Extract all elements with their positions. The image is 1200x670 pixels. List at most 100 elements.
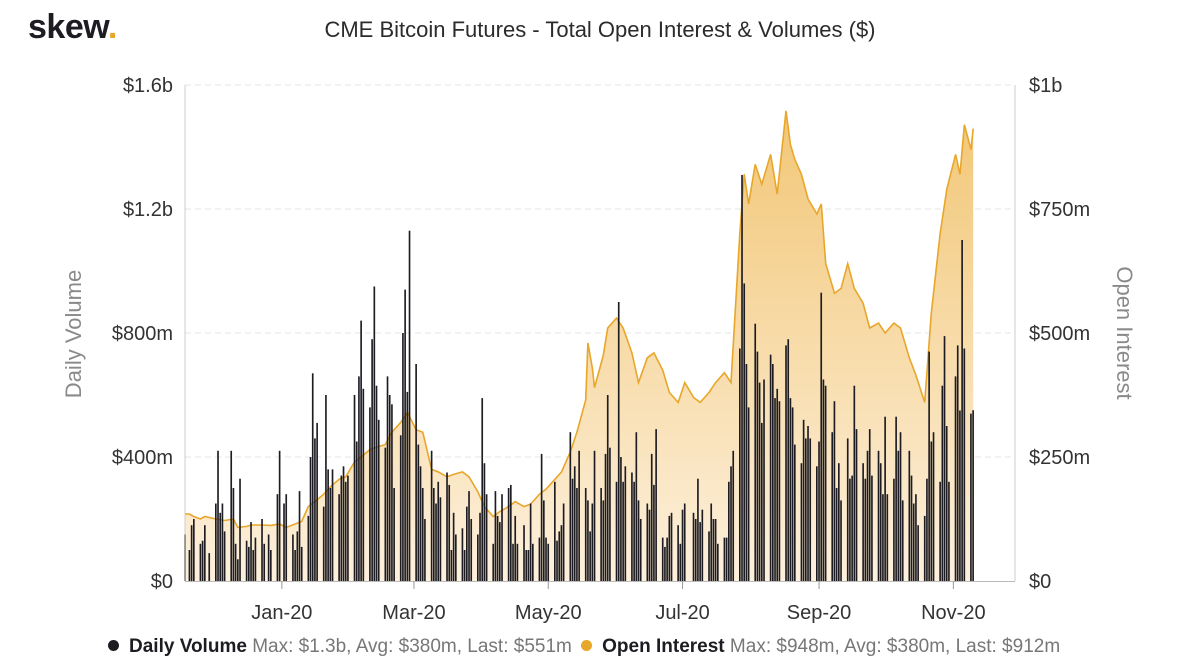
volume-bar xyxy=(945,426,948,581)
volume-bar xyxy=(452,512,455,581)
volume-bar xyxy=(285,494,288,581)
volume-bar xyxy=(849,478,851,581)
volume-bar xyxy=(554,481,556,581)
volume-bar xyxy=(884,416,886,581)
right-tick-label: $0 xyxy=(1029,571,1051,593)
left-tick-label: $800m xyxy=(112,323,173,345)
volume-bar xyxy=(562,503,565,581)
volume-bar xyxy=(481,398,484,581)
left-tick-label: $1.2b xyxy=(123,199,173,221)
volume-bar xyxy=(263,543,266,581)
volume-bar xyxy=(972,410,974,581)
volume-bar xyxy=(624,466,627,581)
volume-bar xyxy=(529,503,532,581)
logo-dot: . xyxy=(107,8,117,46)
volume-bar xyxy=(822,379,825,581)
volume-bar xyxy=(190,525,193,581)
volume-bar xyxy=(683,503,686,581)
volume-bar xyxy=(710,503,713,581)
volume-bar xyxy=(816,466,818,581)
volume-bar xyxy=(970,413,972,581)
volume-bar xyxy=(358,376,360,581)
legend-marker-icon xyxy=(108,640,119,652)
volume-bar xyxy=(959,410,961,581)
volume-bar xyxy=(270,550,272,581)
volume-bar xyxy=(794,444,796,581)
volume-bar xyxy=(717,543,719,581)
volume-bar xyxy=(807,426,809,581)
volume-bar xyxy=(882,494,884,581)
volume-bar xyxy=(633,481,635,581)
volume-bar xyxy=(386,376,389,581)
volume-bar xyxy=(948,481,950,581)
volume-bar xyxy=(545,537,547,581)
volume-bar xyxy=(871,475,873,581)
volume-bar xyxy=(485,494,488,581)
volume-bar xyxy=(221,503,224,581)
volume-bar xyxy=(926,478,928,581)
volume-bar xyxy=(743,283,746,581)
volume-bar xyxy=(331,469,334,581)
volume-bar xyxy=(437,481,440,581)
volume-bar xyxy=(886,494,889,581)
volume-bar xyxy=(373,286,376,581)
volume-bar xyxy=(620,457,622,581)
legend-item-open-interest[interactable]: Open Interest Max: $948m, Avg: $380m, La… xyxy=(581,636,1060,658)
volume-bar xyxy=(697,478,699,581)
volume-bar xyxy=(776,388,779,581)
legend-item-daily-volume[interactable]: Daily Volume Max: $1.3b, Avg: $380m, Las… xyxy=(108,636,572,658)
volume-bar xyxy=(824,385,827,581)
volume-bar xyxy=(463,550,466,581)
volume-bar xyxy=(646,503,649,581)
volume-bar xyxy=(338,494,340,581)
volume-bar xyxy=(600,488,602,581)
right-axis-title: Open Interest xyxy=(1112,266,1137,399)
volume-bar xyxy=(300,546,303,581)
volume-bar xyxy=(252,550,255,581)
volume-bar xyxy=(701,509,704,581)
volume-bar xyxy=(283,503,285,581)
x-tick-label: Sep-20 xyxy=(787,602,852,624)
volume-bar xyxy=(578,450,580,581)
volume-bar xyxy=(237,559,239,581)
volume-bar xyxy=(668,515,671,581)
volume-bar xyxy=(523,525,525,581)
volume-bar xyxy=(232,488,235,581)
volume-bar xyxy=(708,531,710,581)
volume-bar xyxy=(910,475,913,581)
volume-bar xyxy=(393,488,395,581)
volume-bar xyxy=(584,488,587,581)
volume-bar xyxy=(435,503,437,581)
volume-bar xyxy=(732,450,735,581)
volume-bar xyxy=(838,463,840,581)
volume-bar xyxy=(631,472,633,581)
volume-bar xyxy=(543,500,545,581)
volume-bar xyxy=(756,351,759,581)
volume-bar xyxy=(507,488,510,581)
volume-bar xyxy=(430,450,433,581)
volume-bar xyxy=(961,240,963,581)
volume-bar xyxy=(809,438,812,581)
volume-bar xyxy=(728,481,730,581)
volume-bar xyxy=(309,457,312,581)
volume-bar xyxy=(388,395,391,581)
volume-bar xyxy=(639,519,642,581)
volume-bar xyxy=(666,537,668,581)
volume-bar xyxy=(254,537,257,581)
volume-bar xyxy=(276,494,279,581)
volume-bar xyxy=(778,401,781,581)
volume-bar xyxy=(322,506,325,581)
volume-bar xyxy=(587,500,589,581)
volume-bar xyxy=(558,531,561,581)
volume-bar xyxy=(223,531,226,581)
volume-bar xyxy=(314,438,316,581)
volume-bar xyxy=(369,407,371,581)
volume-bar xyxy=(496,515,499,581)
volume-bar xyxy=(789,398,792,581)
volume-bar xyxy=(404,289,406,581)
volume-bar xyxy=(591,503,594,581)
volume-bar xyxy=(763,379,765,581)
volume-bar xyxy=(679,543,682,581)
chart-legend: Daily Volume Max: $1.3b, Avg: $380m, Las… xyxy=(108,636,1064,658)
volume-bar xyxy=(307,515,310,581)
